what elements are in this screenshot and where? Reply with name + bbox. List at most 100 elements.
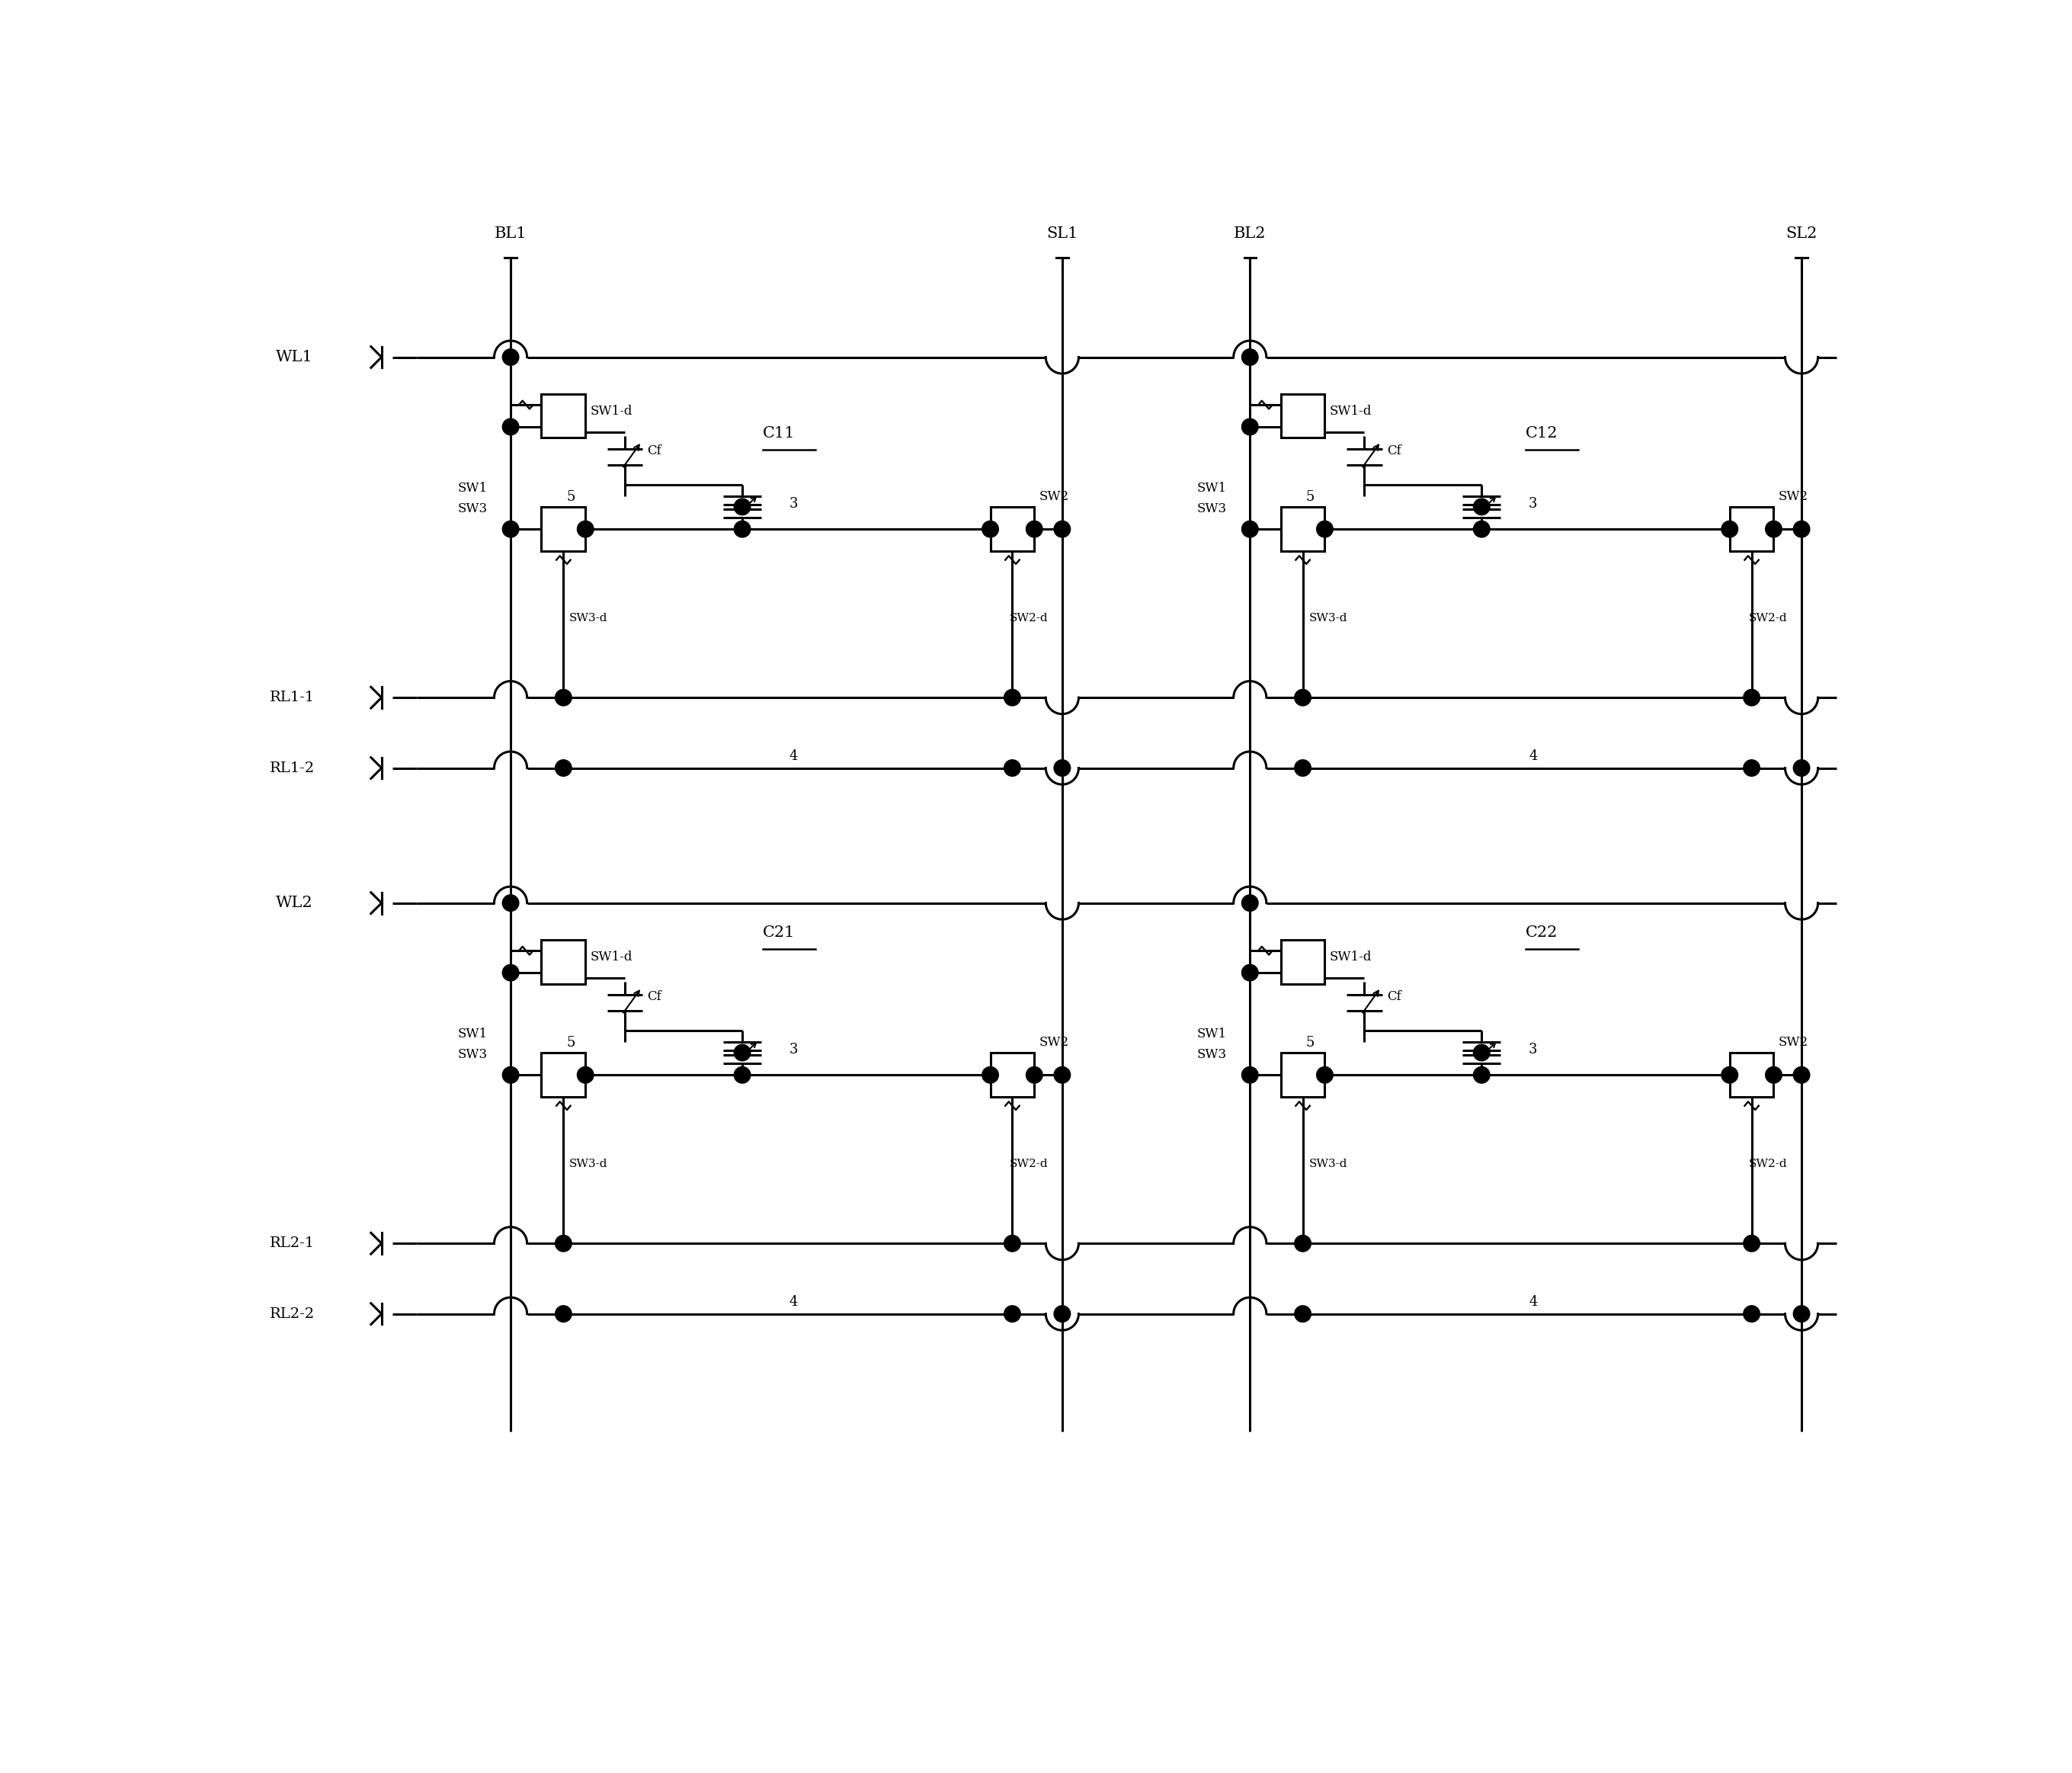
Text: SW2: SW2 xyxy=(1038,1035,1069,1050)
Text: SW3: SW3 xyxy=(458,1048,487,1060)
Circle shape xyxy=(1743,761,1759,777)
Circle shape xyxy=(1722,1067,1738,1083)
Circle shape xyxy=(1241,895,1258,911)
Circle shape xyxy=(501,895,518,911)
Text: SW1: SW1 xyxy=(458,482,487,495)
Circle shape xyxy=(1722,521,1738,537)
Text: SW1-d: SW1-d xyxy=(1330,404,1372,418)
Text: 5: 5 xyxy=(1305,1035,1314,1050)
Text: BL1: BL1 xyxy=(495,227,526,241)
Text: Cf: Cf xyxy=(646,445,661,457)
Text: RL1-2: RL1-2 xyxy=(269,761,315,775)
Bar xyxy=(541,1053,586,1097)
Text: SW2: SW2 xyxy=(1778,491,1809,504)
Circle shape xyxy=(733,1044,750,1060)
Bar xyxy=(990,1053,1034,1097)
Circle shape xyxy=(1005,1305,1021,1323)
Circle shape xyxy=(1055,1305,1071,1323)
Circle shape xyxy=(1026,521,1042,537)
Text: SL1: SL1 xyxy=(1046,227,1077,241)
Text: C12: C12 xyxy=(1525,426,1558,441)
Text: SW1: SW1 xyxy=(1198,1027,1227,1041)
Text: SW2-d: SW2-d xyxy=(1009,613,1048,624)
Text: 4: 4 xyxy=(1529,750,1537,762)
Text: SW1-d: SW1-d xyxy=(1330,950,1372,963)
Circle shape xyxy=(501,418,518,434)
Text: C22: C22 xyxy=(1525,926,1558,940)
Text: Cf: Cf xyxy=(1386,991,1401,1004)
Text: 5: 5 xyxy=(566,1035,576,1050)
Bar xyxy=(1730,507,1774,551)
Circle shape xyxy=(1743,1305,1759,1323)
Circle shape xyxy=(1792,1305,1809,1323)
Text: RL2-2: RL2-2 xyxy=(269,1307,315,1321)
Text: 3: 3 xyxy=(789,496,798,511)
Text: 3: 3 xyxy=(789,1043,798,1057)
Text: Cf: Cf xyxy=(1386,445,1401,457)
Bar xyxy=(1730,1053,1774,1097)
Circle shape xyxy=(1473,521,1490,537)
Circle shape xyxy=(555,1305,572,1323)
Text: SW1: SW1 xyxy=(1198,482,1227,495)
Circle shape xyxy=(1473,1067,1490,1083)
Bar xyxy=(1280,394,1324,438)
Bar xyxy=(990,507,1034,551)
Text: Cf: Cf xyxy=(646,991,661,1004)
Text: SW1-d: SW1-d xyxy=(591,404,632,418)
Circle shape xyxy=(1241,965,1258,980)
Text: SL2: SL2 xyxy=(1786,227,1817,241)
Text: SW3-d: SW3-d xyxy=(570,1160,607,1170)
Circle shape xyxy=(501,521,518,537)
Text: WL2: WL2 xyxy=(276,895,313,910)
Text: 4: 4 xyxy=(1529,1296,1537,1308)
Text: SW2-d: SW2-d xyxy=(1009,1160,1048,1170)
Circle shape xyxy=(1473,1044,1490,1060)
Circle shape xyxy=(1316,521,1332,537)
Text: 5: 5 xyxy=(566,489,576,504)
Text: 4: 4 xyxy=(789,750,798,762)
Circle shape xyxy=(555,690,572,706)
Circle shape xyxy=(555,1236,572,1252)
Text: SW3: SW3 xyxy=(1198,502,1227,514)
Text: RL2-1: RL2-1 xyxy=(269,1236,315,1250)
Text: SW2: SW2 xyxy=(1778,1035,1809,1050)
Circle shape xyxy=(1241,1067,1258,1083)
Circle shape xyxy=(1055,1067,1071,1083)
Circle shape xyxy=(1765,1067,1782,1083)
Circle shape xyxy=(733,521,750,537)
Circle shape xyxy=(1295,1305,1312,1323)
Circle shape xyxy=(733,1067,750,1083)
Circle shape xyxy=(1765,521,1782,537)
Circle shape xyxy=(1055,521,1071,537)
Text: SW2: SW2 xyxy=(1038,491,1069,504)
Circle shape xyxy=(501,1067,518,1083)
Text: SW3-d: SW3-d xyxy=(1310,1160,1347,1170)
Circle shape xyxy=(1241,418,1258,434)
Text: SW3: SW3 xyxy=(458,502,487,514)
Circle shape xyxy=(1792,761,1809,777)
Circle shape xyxy=(1026,1067,1042,1083)
Text: BL2: BL2 xyxy=(1233,227,1266,241)
Circle shape xyxy=(578,1067,595,1083)
Text: SW1-d: SW1-d xyxy=(591,950,632,963)
Text: C11: C11 xyxy=(762,426,796,441)
Text: RL1-1: RL1-1 xyxy=(269,691,315,704)
Bar xyxy=(1280,940,1324,984)
Circle shape xyxy=(1005,761,1021,777)
Bar xyxy=(541,507,586,551)
Circle shape xyxy=(1316,1067,1332,1083)
Text: 3: 3 xyxy=(1529,496,1537,511)
Circle shape xyxy=(555,761,572,777)
Text: SW3-d: SW3-d xyxy=(570,613,607,624)
Bar xyxy=(541,394,586,438)
Text: WL1: WL1 xyxy=(276,349,313,365)
Circle shape xyxy=(1005,1236,1021,1252)
Text: 5: 5 xyxy=(1305,489,1314,504)
Bar xyxy=(541,940,586,984)
Circle shape xyxy=(1055,761,1071,777)
Circle shape xyxy=(1241,521,1258,537)
Circle shape xyxy=(578,521,595,537)
Text: SW2-d: SW2-d xyxy=(1749,613,1788,624)
Circle shape xyxy=(1743,1236,1759,1252)
Circle shape xyxy=(1295,761,1312,777)
